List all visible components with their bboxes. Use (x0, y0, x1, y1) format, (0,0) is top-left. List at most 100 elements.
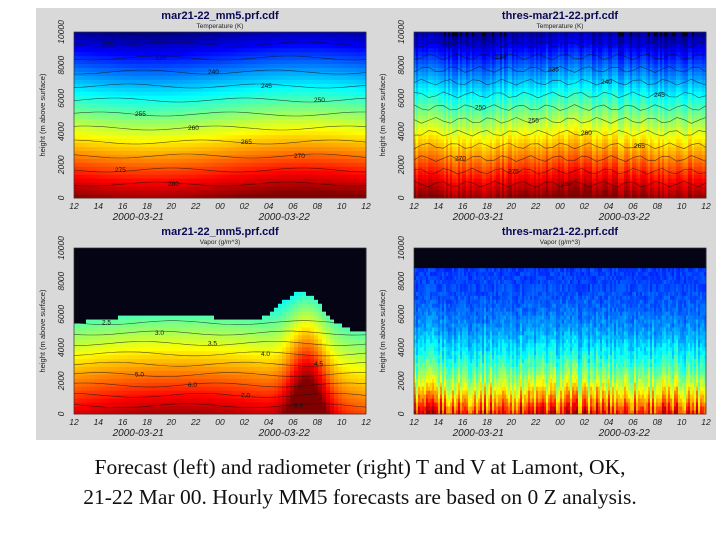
heatmap-cell (428, 166, 431, 171)
heatmap-cell (258, 35, 263, 41)
heatmap-cell (294, 130, 299, 136)
heatmap-cell (444, 95, 447, 100)
heatmap-cell (454, 95, 457, 100)
heatmap-cell (206, 43, 211, 49)
heatmap-cell (358, 122, 363, 128)
heatmap-cell (466, 150, 469, 155)
heatmap-cell (150, 162, 155, 167)
heatmap-cell (154, 174, 159, 179)
heatmap-cell (162, 182, 167, 187)
heatmap-cell (424, 190, 427, 195)
heatmap-cell (454, 134, 457, 140)
heatmap-cell (158, 150, 163, 155)
heatmap-cell (234, 95, 239, 100)
heatmap-cell (346, 158, 351, 163)
heatmap-cell (258, 91, 263, 96)
heatmap-cell (262, 59, 267, 65)
heatmap-cell (460, 47, 463, 53)
heatmap-cell (98, 178, 103, 183)
heatmap-cell (466, 51, 469, 57)
heatmap-cell (134, 91, 139, 96)
heatmap-cell (278, 32, 283, 37)
heatmap-cell (250, 39, 255, 45)
heatmap-cell (334, 122, 339, 128)
heatmap-cell (472, 43, 475, 49)
heatmap-cell (218, 95, 223, 100)
heatmap-cell (474, 170, 477, 175)
heatmap-cell (190, 59, 195, 65)
heatmap-cell (440, 79, 443, 84)
heatmap-cell (142, 63, 147, 68)
heatmap-cell (250, 87, 255, 92)
heatmap-cell (436, 79, 439, 84)
heatmap-cell (214, 91, 219, 96)
heatmap-cell (198, 138, 203, 144)
heatmap-cell (250, 186, 255, 191)
heatmap-cell (298, 71, 303, 76)
heatmap-cell (78, 63, 83, 68)
heatmap-cell (186, 154, 191, 159)
heatmap-cell (198, 134, 203, 140)
heatmap-cell (462, 138, 465, 144)
heatmap-cell (486, 59, 489, 65)
heatmap-cell (306, 174, 311, 179)
heatmap-cell (430, 122, 433, 128)
heatmap-cell (306, 35, 311, 41)
heatmap-cell (498, 71, 501, 76)
heatmap-cell (130, 118, 135, 124)
heatmap-cell (436, 51, 439, 57)
heatmap-cell (142, 146, 147, 151)
heatmap-cell (98, 194, 103, 199)
heatmap-cell (452, 67, 455, 72)
heatmap-cell (130, 43, 135, 49)
heatmap-cell (468, 194, 471, 199)
heatmap-cell (234, 134, 239, 140)
heatmap-cell (94, 43, 99, 49)
heatmap-cell (334, 63, 339, 68)
heatmap-cell (230, 170, 235, 175)
heatmap-cell (432, 111, 435, 116)
heatmap-cell (416, 35, 419, 41)
heatmap-cell (334, 170, 339, 175)
heatmap-cell (138, 178, 143, 183)
heatmap-cell (130, 83, 135, 88)
heatmap-cell (416, 150, 419, 155)
heatmap-cell (182, 154, 187, 159)
heatmap-cell (74, 115, 79, 120)
heatmap-cell (498, 146, 501, 151)
heatmap-cell (194, 67, 199, 72)
heatmap-cell (456, 186, 459, 191)
heatmap-cell (338, 134, 343, 140)
heatmap-cell (182, 91, 187, 96)
heatmap-cell (466, 47, 469, 53)
heatmap-cell (330, 95, 335, 100)
heatmap-cell (162, 142, 167, 148)
heatmap-cell (436, 83, 439, 88)
heatmap-cell (278, 111, 283, 116)
heatmap-cell (490, 154, 493, 159)
heatmap-cell (470, 194, 473, 199)
heatmap-cell (468, 150, 471, 155)
heatmap-cell (194, 115, 199, 120)
heatmap-cell (436, 35, 439, 41)
heatmap-cell (206, 178, 211, 183)
heatmap-cell (222, 174, 227, 179)
heatmap-cell (330, 43, 335, 49)
heatmap-cell (422, 55, 425, 61)
heatmap-cell (496, 39, 499, 45)
heatmap-cell (294, 75, 299, 80)
heatmap-cell (138, 63, 143, 68)
heatmap-cell (438, 111, 441, 116)
heatmap-cell (448, 35, 451, 41)
heatmap-cell (302, 190, 307, 195)
heatmap-cell (438, 43, 441, 49)
heatmap-cell (466, 138, 469, 144)
heatmap-cell (282, 115, 287, 120)
heatmap-cell (302, 87, 307, 92)
heatmap-cell (326, 154, 331, 159)
heatmap-cell (490, 43, 493, 49)
heatmap-cell (238, 79, 243, 84)
heatmap-cell (462, 32, 465, 37)
heatmap-cell (306, 55, 311, 61)
heatmap-cell (342, 71, 347, 76)
